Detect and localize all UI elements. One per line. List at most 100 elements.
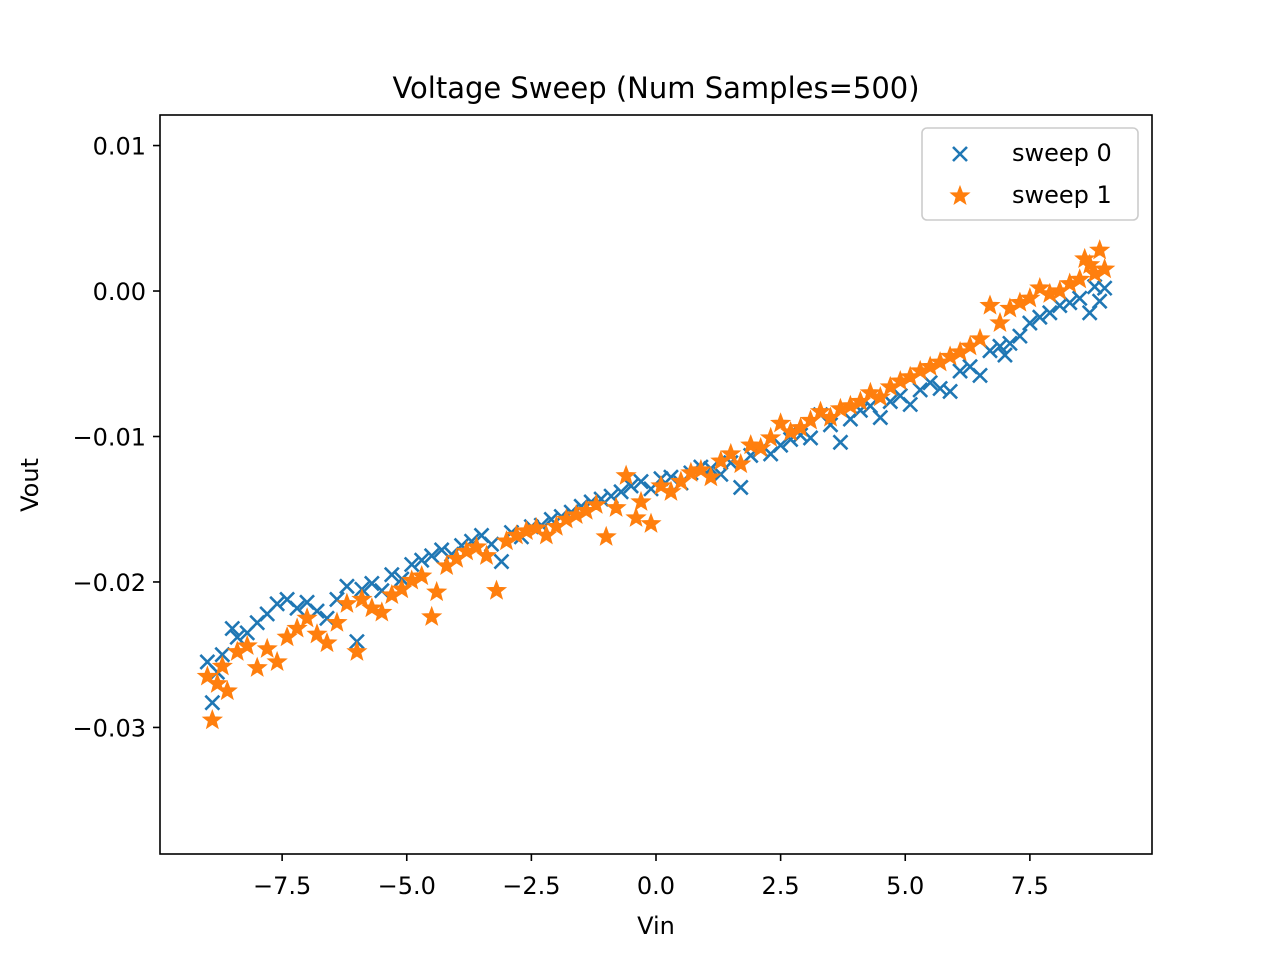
star-marker-point (730, 452, 752, 474)
legend-marker-sweep-1 (949, 184, 971, 206)
x-marker-point (1071, 290, 1088, 307)
star-marker-point (979, 294, 1001, 315)
star-marker-point (266, 650, 288, 672)
y-tick-label: −0.02 (72, 569, 146, 597)
x-marker-point (952, 363, 968, 379)
x-marker-point (433, 542, 450, 558)
x-axis: −7.5 −5.0 −2.5 0.0 2.5 5.0 7.5 (253, 854, 1049, 900)
star-marker-point (615, 464, 637, 485)
star-marker-point (1069, 268, 1091, 289)
star-marker-point (426, 580, 448, 602)
y-tick-label: 0.00 (93, 278, 146, 306)
star-marker-point (201, 709, 223, 730)
x-tick-label: −2.5 (502, 872, 560, 900)
star-marker-point (585, 493, 607, 514)
x-marker-point (229, 629, 246, 646)
x-marker-point (383, 566, 400, 583)
x-marker-point (289, 600, 306, 617)
x-marker-point (872, 409, 889, 426)
x-tick-label: 7.5 (1011, 872, 1049, 900)
star-marker-point (740, 434, 762, 455)
star-marker-point (809, 400, 832, 421)
star-marker-point (421, 605, 443, 626)
x-marker-point (732, 479, 749, 496)
star-marker-point (296, 607, 318, 628)
y-tick-label: −0.03 (72, 714, 146, 742)
y-axis-label: Vout (16, 458, 44, 512)
star-marker-point (595, 525, 617, 546)
x-marker-point (992, 338, 1008, 355)
star-marker-point (351, 588, 373, 609)
x-marker-point (623, 478, 639, 494)
star-marker-point (1019, 287, 1041, 308)
x-tick-label: −5.0 (378, 872, 436, 900)
star-marker-point (371, 601, 393, 622)
star-marker-point (256, 637, 278, 658)
star-marker-point (989, 311, 1011, 333)
series-sweep-1 (196, 239, 1116, 730)
star-marker-point (316, 631, 338, 653)
x-marker-point (413, 552, 430, 569)
x-marker-point (1091, 293, 1108, 310)
star-marker-point (720, 442, 742, 463)
star-marker-point (640, 512, 662, 533)
x-marker-point (269, 595, 286, 612)
x-marker-point (613, 483, 630, 500)
star-marker-point (1094, 258, 1116, 279)
x-marker-point (363, 575, 380, 592)
star-marker-point (306, 623, 328, 644)
star-marker-point (475, 544, 498, 565)
x-marker-point (1011, 328, 1028, 345)
x-marker-point (942, 383, 959, 400)
star-marker-point (770, 412, 792, 433)
star-marker-point (361, 597, 383, 618)
star-marker-point (625, 506, 647, 527)
legend-x-marker (952, 146, 968, 162)
star-marker-point (969, 327, 991, 349)
star-marker-point (605, 496, 627, 517)
star-marker-point (759, 426, 782, 447)
star-marker-point (346, 640, 368, 661)
x-marker-point (832, 434, 849, 451)
star-marker-point (286, 617, 308, 638)
star-marker-point (1029, 276, 1051, 298)
x-marker-point (1031, 309, 1048, 326)
x-marker-point (1021, 315, 1038, 331)
x-marker-point (633, 473, 649, 490)
star-marker-point (246, 656, 268, 677)
x-marker-point (403, 556, 420, 573)
star-marker-point (485, 579, 508, 600)
x-tick-label: 0.0 (637, 872, 675, 900)
y-tick-label: −0.01 (72, 423, 146, 451)
x-marker-point (224, 620, 241, 637)
x-tick-label: 5.0 (886, 872, 924, 900)
star-marker-point (411, 564, 433, 586)
star-marker-point (465, 535, 488, 557)
star-marker-point (859, 381, 881, 402)
star-marker-point (869, 386, 891, 407)
x-tick-label: −7.5 (253, 872, 311, 900)
x-marker-point (772, 437, 789, 454)
star-marker-point (216, 679, 238, 701)
chart-title: Voltage Sweep (Num Samples=500) (392, 71, 919, 105)
x-marker-point (972, 367, 988, 384)
legend-label-sweep-1: sweep 1 (1012, 181, 1112, 209)
star-marker-point (700, 466, 722, 487)
star-marker-point (660, 480, 682, 501)
star-marker-point (630, 490, 652, 511)
star-marker-point (326, 611, 348, 632)
star-marker-point (236, 634, 258, 656)
x-marker-point (1096, 280, 1113, 297)
x-marker-point (423, 547, 440, 564)
star-marker-point (336, 592, 358, 613)
plot-markers (196, 239, 1116, 730)
y-tick-label: 0.01 (93, 133, 146, 161)
x-axis-label: Vin (637, 912, 675, 940)
legend-marker-sweep-0 (952, 146, 968, 162)
star-marker-point (1089, 239, 1111, 260)
legend[interactable]: sweep 0 sweep 1 (921, 127, 1139, 221)
x-marker-point (1002, 335, 1018, 352)
star-marker-point (1079, 253, 1101, 274)
